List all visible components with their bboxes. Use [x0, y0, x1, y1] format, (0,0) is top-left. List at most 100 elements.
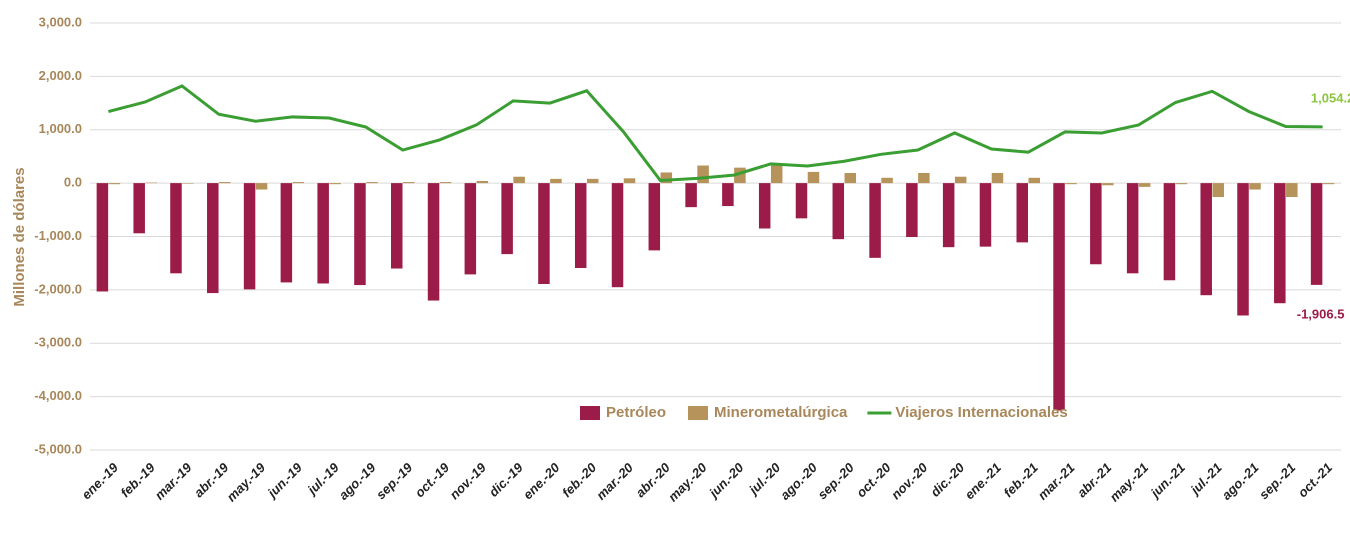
legend-label: Petróleo [606, 404, 666, 421]
bar [770, 164, 783, 184]
x-tick-label: feb.-19 [118, 459, 159, 500]
line [108, 84, 1323, 183]
y-tick-label: 0.0 [64, 175, 82, 190]
bar [255, 183, 268, 190]
x-tick-label: feb.-20 [559, 459, 600, 500]
x-tick-label: sep.-20 [815, 459, 858, 502]
bar [722, 183, 734, 207]
bar [1237, 183, 1249, 316]
x-tick-label: may.-21 [1107, 460, 1152, 505]
bar [317, 183, 329, 284]
bar [1126, 183, 1139, 274]
bar [758, 183, 771, 229]
bar [108, 183, 121, 185]
x-tick-label: may.-19 [224, 459, 269, 504]
bar [954, 176, 967, 184]
x-tick-label: ago.-20 [777, 459, 820, 502]
bar [476, 180, 489, 184]
x-tick-label: dic.-19 [486, 459, 526, 499]
bar [1249, 183, 1261, 190]
bar [170, 183, 182, 274]
y-tick-label: -4,000.0 [34, 388, 82, 403]
bar [329, 183, 341, 185]
bar [734, 167, 746, 184]
x-tick-label: mar.-20 [593, 459, 636, 502]
bar [979, 183, 992, 247]
bar [832, 183, 845, 240]
bar [611, 183, 624, 288]
data-label: -1,906.5 [1297, 306, 1345, 321]
y-tick-label: -3,000.0 [34, 335, 82, 350]
bar [207, 183, 219, 294]
bar [403, 182, 415, 184]
bar [881, 177, 893, 184]
y-tick-label: -5,000.0 [34, 441, 82, 456]
x-tick-label: mar.-19 [152, 459, 195, 502]
x-tick-label: sep.-21 [1256, 460, 1298, 502]
x-tick-label: jun.-21 [1146, 460, 1188, 502]
bar [513, 176, 525, 184]
bar [1138, 183, 1151, 187]
x-tick-label: mar.-21 [1035, 460, 1078, 503]
bar [464, 183, 477, 275]
bar [354, 183, 366, 286]
x-tick-label: ene.-20 [520, 459, 563, 502]
bar [243, 183, 256, 290]
bar [1322, 183, 1335, 185]
bar [697, 165, 709, 184]
x-tick-label: may.-20 [665, 459, 710, 504]
legend-swatch [688, 406, 709, 420]
bar [1286, 183, 1298, 198]
bar [427, 183, 440, 301]
bar [280, 183, 293, 283]
x-tick-label: nov.-19 [447, 459, 490, 502]
y-tick-label: 3,000.0 [39, 14, 82, 29]
bar [550, 178, 562, 184]
bar [292, 182, 305, 184]
bar [906, 183, 918, 238]
bar [1175, 183, 1188, 185]
bar [538, 183, 550, 285]
x-tick-label: dic.-20 [927, 459, 967, 499]
y-tick-label: -2,000.0 [34, 281, 82, 296]
bar [439, 182, 452, 184]
bar [366, 182, 378, 184]
bar [1016, 183, 1028, 243]
bar [660, 172, 673, 184]
x-tick-label: jun.-20 [705, 459, 747, 501]
bar [1102, 183, 1114, 186]
x-tick-label: feb.-21 [1001, 460, 1041, 500]
y-tick-label: 1,000.0 [39, 121, 82, 136]
x-tick-label: ago.-21 [1219, 460, 1262, 503]
bar [623, 178, 636, 184]
bar [1028, 177, 1040, 184]
bar [1200, 183, 1212, 296]
x-tick-label: ene.-19 [79, 459, 122, 502]
bar [96, 183, 109, 292]
bar [844, 172, 857, 184]
bar [648, 183, 661, 251]
y-tick-label: -1,000.0 [34, 228, 82, 243]
x-tick-label: oct.-21 [1295, 460, 1335, 500]
x-tick-label: oct.-19 [412, 459, 453, 500]
bar [1065, 183, 1077, 185]
x-tick-label: jun.-19 [263, 459, 305, 501]
x-tick-label: sep.-19 [373, 459, 416, 502]
y-axis-label: Millones de dólares [11, 167, 28, 306]
x-tick-label: oct.-20 [853, 459, 894, 500]
bar [1053, 183, 1065, 411]
x-tick-label: ene.-21 [962, 460, 1004, 502]
bar [574, 183, 587, 268]
x-tick-label: nov.-20 [888, 459, 931, 502]
bar [391, 183, 403, 269]
bar [1212, 183, 1224, 198]
bar [685, 183, 697, 208]
bar [795, 183, 808, 219]
bar [133, 183, 145, 234]
legend-swatch [580, 406, 600, 420]
data-label: 1,054.2 [1311, 90, 1350, 105]
bar [918, 172, 930, 184]
bar [219, 182, 231, 184]
bar [1163, 183, 1176, 281]
